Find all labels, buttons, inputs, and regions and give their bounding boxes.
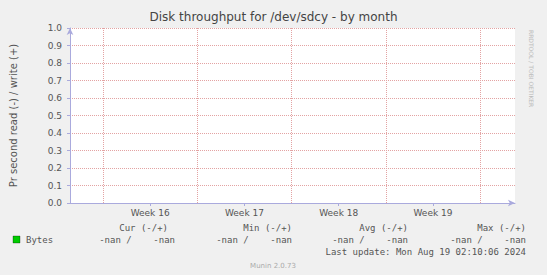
svg-text:-nan / -nan: -nan / -nan — [450, 235, 526, 245]
svg-text:0.1: 0.1 — [48, 181, 62, 191]
svg-text:0.7: 0.7 — [48, 76, 62, 86]
svg-text:Last update: Mon Aug 19 02:10:: Last update: Mon Aug 19 02:10:06 2024 — [326, 247, 526, 257]
svg-text:1.0: 1.0 — [48, 23, 63, 33]
svg-text:Week 19: Week 19 — [413, 208, 452, 218]
svg-text:Min (-/+): Min (-/+) — [243, 223, 292, 233]
svg-text:0.8: 0.8 — [48, 58, 63, 68]
svg-text:Week 16: Week 16 — [131, 208, 170, 218]
svg-text:Cur (-/+): Cur (-/+) — [119, 223, 168, 233]
svg-text:-nan / -nan: -nan / -nan — [332, 235, 408, 245]
svg-text:-nan / -nan: -nan / -nan — [99, 235, 175, 245]
svg-text:-nan / -nan: -nan / -nan — [216, 235, 292, 245]
svg-text:0.3: 0.3 — [48, 146, 62, 156]
svg-text:0.2: 0.2 — [48, 163, 62, 173]
svg-text:0.0: 0.0 — [48, 198, 63, 208]
svg-text:Munin 2.0.73: Munin 2.0.73 — [250, 262, 296, 270]
svg-text:Week 17: Week 17 — [225, 208, 264, 218]
svg-text:Bytes: Bytes — [26, 235, 53, 245]
svg-text:Avg (-/+): Avg (-/+) — [359, 223, 408, 233]
svg-text:0.6: 0.6 — [48, 93, 63, 103]
svg-text:Week 18: Week 18 — [319, 208, 358, 218]
svg-text:Pr second read (-) / write (+): Pr second read (-) / write (+) — [8, 44, 19, 187]
svg-text:0.9: 0.9 — [48, 41, 63, 51]
svg-text:Max (-/+): Max (-/+) — [477, 223, 526, 233]
svg-text:0.5: 0.5 — [48, 111, 62, 121]
svg-text:0.4: 0.4 — [48, 128, 63, 138]
svg-text:Disk throughput for /dev/sdcy: Disk throughput for /dev/sdcy - by month — [150, 10, 398, 24]
svg-text:RRDTOOL / TOBI OETIKER: RRDTOOL / TOBI OETIKER — [528, 30, 535, 107]
